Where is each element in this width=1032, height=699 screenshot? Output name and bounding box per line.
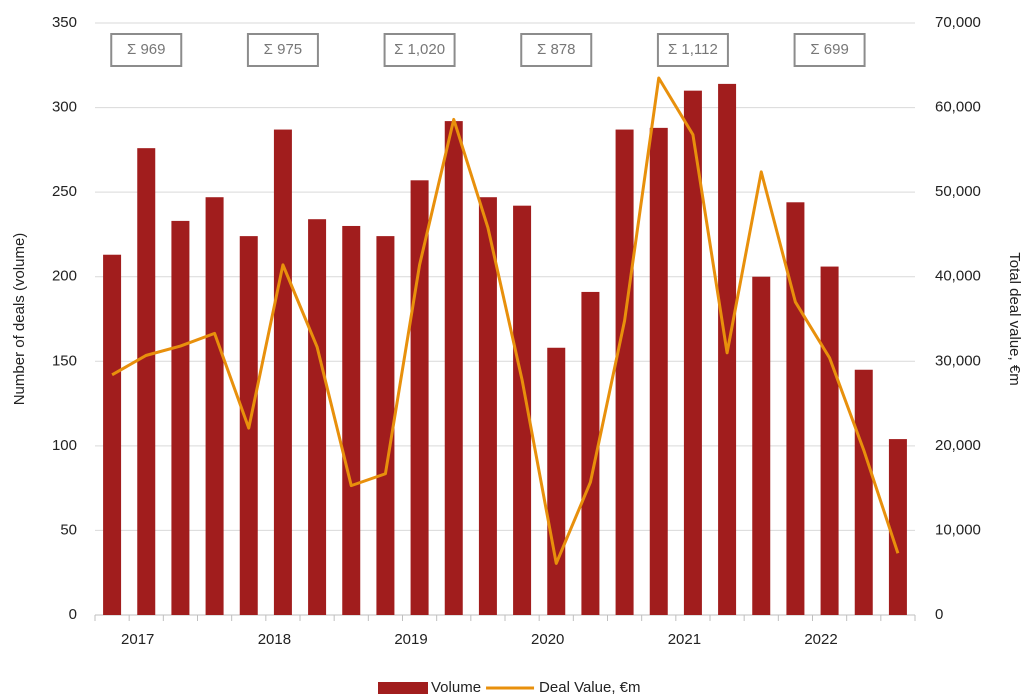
y-tick-label: 200: [52, 268, 77, 285]
x-tick-label: 2019: [394, 631, 427, 648]
x-tick-label: 2018: [258, 631, 291, 648]
bar: [171, 220, 190, 615]
y2-tick-label: 70,000: [935, 14, 981, 31]
y2-tick-label: 30,000: [935, 352, 981, 369]
bar: [615, 129, 634, 615]
annotation-box: [793, 33, 866, 67]
y-tick-label: 350: [52, 14, 77, 31]
x-tick-label: 2022: [804, 631, 837, 648]
annotation: Σ 878: [537, 41, 575, 58]
bar: [376, 236, 395, 615]
y-axis-label: Number of deals (volume): [11, 233, 28, 406]
annotation-box: [383, 33, 456, 67]
y-tick-label: 0: [69, 606, 77, 623]
y-tick-label: 100: [52, 437, 77, 454]
y2-tick-label: 10,000: [935, 521, 981, 538]
legend-swatch: [378, 682, 428, 694]
bar: [581, 291, 600, 615]
bar: [444, 121, 463, 616]
bar: [137, 148, 156, 615]
line: [111, 76, 900, 565]
bar: [752, 276, 771, 615]
y2-axis-label: Total deal value, €m: [1006, 252, 1023, 385]
y2-tick-label: 60,000: [935, 99, 981, 116]
bar: [854, 369, 873, 615]
bar: [513, 205, 532, 615]
bar: [478, 197, 497, 615]
bar: [308, 219, 327, 615]
bar: [649, 127, 668, 616]
annotation: Σ 1,112: [668, 41, 718, 58]
annotation-box: [110, 33, 183, 67]
bar: [103, 254, 122, 615]
bar: [786, 202, 805, 615]
annotation-box: [246, 33, 319, 67]
bar: [683, 90, 702, 615]
annotation: Σ 975: [264, 41, 302, 58]
x-tick-label: 2017: [121, 631, 154, 648]
annotation-box: [520, 33, 593, 67]
annotation-box: [656, 33, 729, 67]
annotation: Σ 699: [810, 41, 848, 58]
x-tick-label: 2020: [531, 631, 564, 648]
legend-label: Volume: [431, 679, 481, 696]
bar: [888, 439, 907, 615]
y2-tick-label: 0: [935, 606, 943, 623]
y2-tick-label: 40,000: [935, 268, 981, 285]
annotation: Σ 969: [127, 41, 165, 58]
y-tick-label: 300: [52, 99, 77, 116]
y2-tick-label: 20,000: [935, 437, 981, 454]
y-tick-label: 250: [52, 183, 77, 200]
y2-tick-label: 50,000: [935, 183, 981, 200]
bar: [820, 266, 839, 615]
bar: [547, 347, 566, 615]
legend-label: Deal Value, €m: [539, 679, 640, 696]
bar: [410, 180, 429, 615]
bar: [342, 225, 361, 615]
annotation: Σ 1,020: [394, 41, 445, 58]
bar: [273, 129, 292, 615]
y-tick-label: 150: [52, 352, 77, 369]
y-tick-label: 50: [60, 521, 77, 538]
x-tick-label: 2021: [668, 631, 701, 648]
bar: [205, 197, 224, 615]
